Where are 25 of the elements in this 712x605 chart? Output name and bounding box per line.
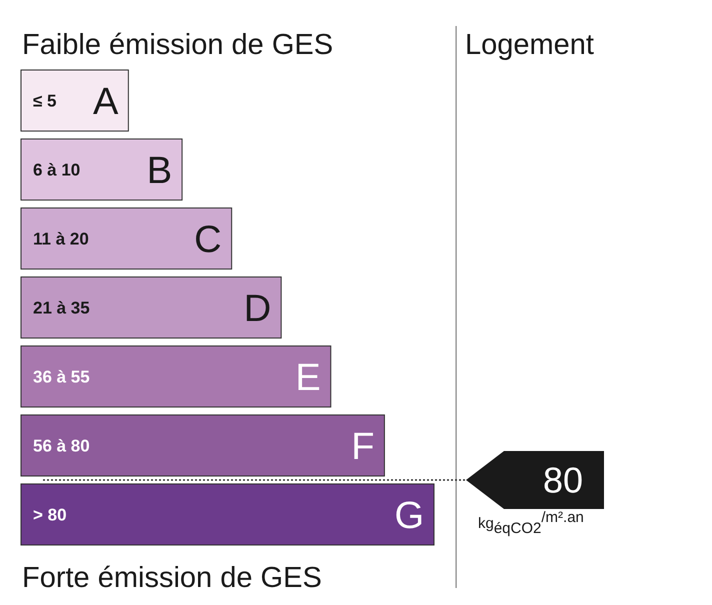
text: 80 [542,460,583,501]
y-tick-label: D [244,288,272,330]
annotation: 21 à 35 [33,298,90,318]
annotation: > 80 [33,505,67,524]
bar [20,483,434,546]
bar [20,345,332,408]
bar [20,207,232,270]
annotation: 56 à 80 [33,436,90,456]
text: Forte émission de GES [22,562,322,594]
y-tick-label: C [194,218,222,261]
chart-title: Faible émission de GES [22,29,334,61]
annotation: 36 à 55 [33,367,90,386]
bar [20,138,183,201]
y-tick-label: F [351,426,374,468]
annotation: ≤ 5 [33,91,57,110]
bar [20,276,282,339]
text: Logement [465,29,594,61]
y-tick-label: G [394,494,424,537]
annotation: 11 à 20 [33,229,89,248]
y-tick-label: A [93,80,120,123]
bar [20,70,129,132]
bar [20,414,385,477]
annotation: 6 à 10 [33,160,80,180]
y-tick-label: B [146,150,172,192]
y-tick-label: E [295,356,321,399]
